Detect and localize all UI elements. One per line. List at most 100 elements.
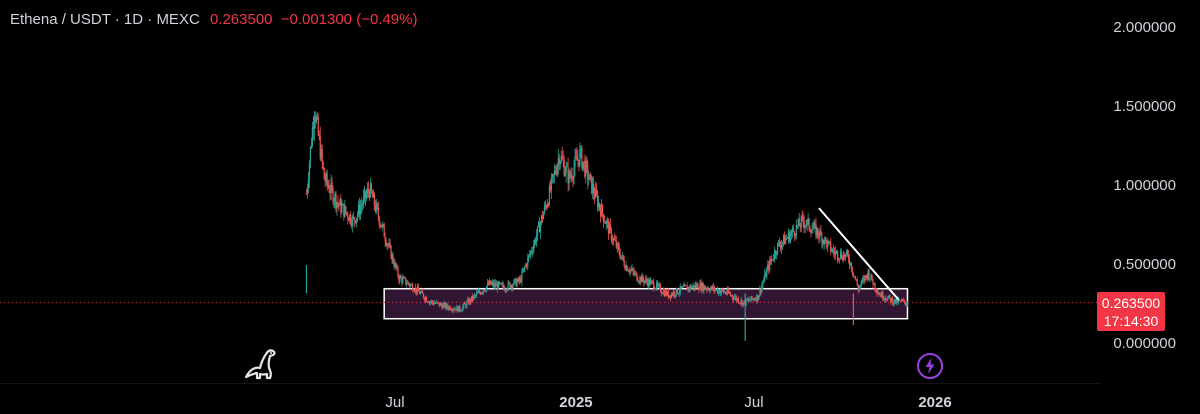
candle-body <box>641 275 643 283</box>
candle-body <box>606 221 609 222</box>
candle-body <box>635 272 637 274</box>
candle-body <box>737 298 739 303</box>
candle-body <box>447 307 449 309</box>
candle-body <box>825 237 827 241</box>
candle-body <box>550 177 552 191</box>
candle-body <box>888 295 890 298</box>
candle-body <box>765 272 767 277</box>
candle-body <box>514 278 516 281</box>
candle-body <box>438 302 440 306</box>
candle-body <box>664 290 667 296</box>
symbol-header[interactable]: Ethena / USDT · 1D · MEXC 0.263500 −0.00… <box>10 11 417 28</box>
candle-body <box>355 220 357 223</box>
candle-body <box>379 224 381 226</box>
lightning-bolt-icon[interactable] <box>916 352 944 380</box>
candle-body <box>853 276 855 277</box>
candle-body <box>751 296 753 299</box>
candle-body <box>892 298 894 305</box>
candle-body <box>580 147 582 149</box>
candle-body <box>432 302 434 305</box>
candle-body <box>363 190 366 197</box>
candle-body <box>857 285 859 291</box>
candle-body <box>482 290 485 293</box>
candle-body <box>901 300 904 301</box>
candle-body <box>314 116 316 122</box>
candle-body <box>553 170 555 175</box>
candle-body <box>800 216 802 228</box>
candle-body <box>835 251 837 255</box>
candle-body <box>726 289 729 294</box>
candle-body <box>324 179 326 182</box>
candle-body <box>816 228 818 237</box>
candle-body <box>422 293 425 298</box>
candle-body <box>325 173 327 182</box>
trendline[interactable] <box>818 207 900 301</box>
candle-body <box>507 282 509 290</box>
candle-body <box>830 242 832 252</box>
candle-body <box>837 251 839 259</box>
candle-body <box>341 205 343 213</box>
candle-body <box>536 235 538 243</box>
candle-body <box>665 290 668 296</box>
candle-body <box>521 271 523 282</box>
candle-body <box>860 281 862 286</box>
candle-body <box>317 117 319 135</box>
candle-body <box>722 290 725 293</box>
candle-body <box>878 293 880 296</box>
candle-body <box>539 222 542 233</box>
candle-body <box>583 161 585 163</box>
candle-body <box>621 255 623 257</box>
candle-body <box>767 264 769 270</box>
candle-body <box>778 242 781 246</box>
candle-body <box>836 251 838 252</box>
candle-body <box>663 290 666 296</box>
candle-body <box>690 285 692 289</box>
candle-body <box>569 172 571 177</box>
support-zone-rect[interactable] <box>383 287 909 320</box>
candle-body <box>716 288 718 290</box>
candle-body <box>308 163 311 181</box>
candle-body <box>589 174 591 180</box>
candle-body <box>506 289 508 291</box>
candle-body <box>891 298 893 303</box>
candle-body <box>688 287 690 290</box>
candle-body <box>622 255 624 260</box>
candle-body <box>395 262 397 268</box>
candle-body <box>625 265 627 270</box>
candle-body <box>526 264 528 267</box>
candle-body <box>480 292 483 295</box>
tradingview-dino-icon[interactable] <box>242 344 282 384</box>
candle-body <box>898 299 900 303</box>
candle-body <box>633 271 635 275</box>
candle-body <box>472 296 474 300</box>
candle-body <box>530 251 532 255</box>
candle-body <box>806 219 808 225</box>
candle-body <box>856 280 858 286</box>
candle-body <box>847 254 850 260</box>
candle-body <box>842 254 845 261</box>
candle-body <box>593 183 595 194</box>
candle-body <box>498 281 500 284</box>
candle-body <box>412 284 414 291</box>
candle-body <box>852 272 854 277</box>
candle-body <box>463 303 465 307</box>
candle-body <box>505 289 507 291</box>
candle-body <box>520 278 522 282</box>
candle-body <box>540 215 543 223</box>
candle-body <box>732 297 734 300</box>
candle-body <box>789 234 792 242</box>
candle-body <box>608 224 611 234</box>
candle-body <box>397 267 399 277</box>
candle-body <box>673 291 675 296</box>
candle-body <box>399 276 401 281</box>
candle-body <box>616 243 618 248</box>
candle-body <box>775 250 777 255</box>
candle-body <box>607 221 610 234</box>
candle-body <box>811 229 813 234</box>
candle-body <box>495 283 497 287</box>
candle-body <box>669 295 672 298</box>
candle-body <box>684 284 686 286</box>
candle-body <box>886 299 888 301</box>
